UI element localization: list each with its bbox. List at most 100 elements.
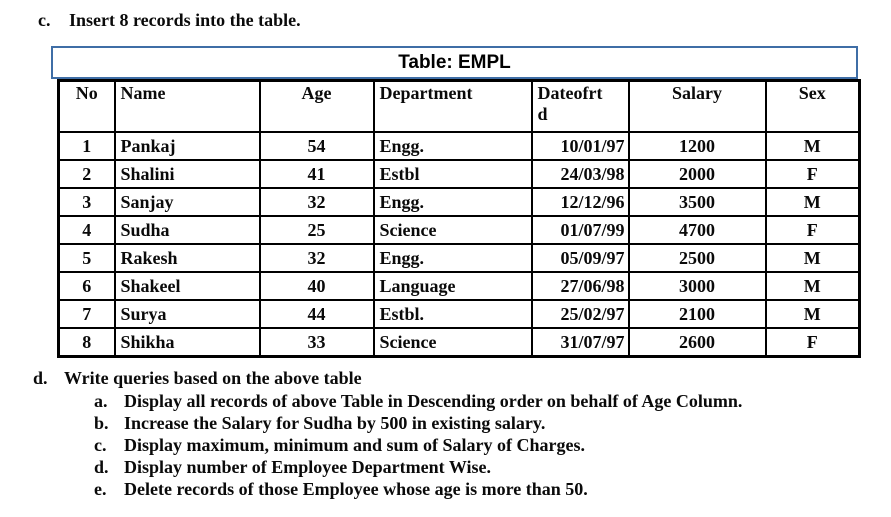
table-title: Table: EMPL	[398, 51, 511, 73]
query-item-e: e. Delete records of those Employee whose…	[94, 478, 742, 500]
cell-dateofrtd: 31/07/97	[530, 327, 630, 358]
query-item-c: c. Display maximum, minimum and sum of Sa…	[94, 434, 742, 456]
table-row: 3 Sanjay 32 Engg. 12/12/96 3500 M	[57, 187, 861, 217]
instruction-c-label: c.	[38, 10, 51, 30]
cell-department: Science	[372, 215, 533, 245]
empl-table: No Name Age Department Dateofrt d Salary …	[57, 79, 861, 358]
cell-dateofrtd: 10/01/97	[530, 131, 630, 161]
query-text: Increase the Salary for Sudha by 500 in …	[124, 413, 546, 433]
cell-name: Surya	[113, 299, 261, 329]
cell-department: Estbl	[372, 159, 533, 189]
col-header-dateofrtd-line1: Dateofrt	[537, 83, 603, 103]
table-row: 8 Shikha 33 Science 31/07/97 2600 F	[57, 327, 861, 358]
cell-name: Rakesh	[113, 243, 261, 273]
query-label: a.	[94, 391, 108, 411]
cell-sex: F	[764, 215, 861, 245]
cell-salary: 2100	[627, 299, 767, 329]
table-title-box: Table: EMPL	[51, 46, 858, 79]
cell-age: 32	[258, 243, 375, 273]
cell-salary: 4700	[627, 215, 767, 245]
cell-age: 54	[258, 131, 375, 161]
cell-no: 1	[57, 131, 116, 161]
cell-sex: M	[764, 131, 861, 161]
cell-age: 40	[258, 271, 375, 301]
cell-age: 25	[258, 215, 375, 245]
cell-department: Science	[372, 327, 533, 358]
cell-sex: F	[764, 327, 861, 358]
query-text: Display number of Employee Department Wi…	[124, 457, 491, 477]
cell-dateofrtd: 05/09/97	[530, 243, 630, 273]
query-label: e.	[94, 479, 107, 499]
cell-dateofrtd: 24/03/98	[530, 159, 630, 189]
query-item-d: d. Display number of Employee Department …	[94, 456, 742, 478]
cell-name: Pankaj	[113, 131, 261, 161]
table-row: 7 Surya 44 Estbl. 25/02/97 2100 M	[57, 299, 861, 329]
query-label: d.	[94, 457, 109, 477]
col-header-age: Age	[258, 79, 375, 133]
cell-no: 5	[57, 243, 116, 273]
instruction-line-c: c. Insert 8 records into the table.	[38, 10, 301, 31]
table-row: 4 Sudha 25 Science 01/07/99 4700 F	[57, 215, 861, 245]
cell-salary: 3500	[627, 187, 767, 217]
cell-department: Engg.	[372, 131, 533, 161]
instruction-c-text: Insert 8 records into the table.	[69, 10, 301, 30]
query-text: Display all records of above Table in De…	[124, 391, 743, 411]
cell-dateofrtd: 27/06/98	[530, 271, 630, 301]
cell-department: Engg.	[372, 187, 533, 217]
cell-name: Shalini	[113, 159, 261, 189]
cell-sex: M	[764, 187, 861, 217]
cell-salary: 2000	[627, 159, 767, 189]
cell-salary: 1200	[627, 131, 767, 161]
cell-age: 44	[258, 299, 375, 329]
col-header-sex: Sex	[764, 79, 861, 133]
cell-dateofrtd: 25/02/97	[530, 299, 630, 329]
cell-age: 41	[258, 159, 375, 189]
query-item-a: a. Display all records of above Table in …	[94, 390, 742, 412]
query-text: Delete records of those Employee whose a…	[124, 479, 588, 499]
query-text: Display maximum, minimum and sum of Sala…	[124, 435, 586, 455]
table-row: 6 Shakeel 40 Language 27/06/98 3000 M	[57, 271, 861, 301]
cell-no: 4	[57, 215, 116, 245]
cell-dateofrtd: 01/07/99	[530, 215, 630, 245]
cell-sex: F	[764, 159, 861, 189]
cell-department: Language	[372, 271, 533, 301]
cell-name: Sudha	[113, 215, 261, 245]
cell-dateofrtd: 12/12/96	[530, 187, 630, 217]
table-row: 5 Rakesh 32 Engg. 05/09/97 2500 M	[57, 243, 861, 273]
cell-no: 3	[57, 187, 116, 217]
instruction-line-d: d. Write queries based on the above table	[33, 368, 362, 389]
cell-no: 6	[57, 271, 116, 301]
cell-department: Engg.	[372, 243, 533, 273]
cell-no: 7	[57, 299, 116, 329]
cell-salary: 2600	[627, 327, 767, 358]
cell-salary: 3000	[627, 271, 767, 301]
cell-age: 32	[258, 187, 375, 217]
cell-age: 33	[258, 327, 375, 358]
col-header-salary: Salary	[627, 79, 767, 133]
col-header-dateofrtd: Dateofrt d	[530, 79, 630, 133]
table-row: 2 Shalini 41 Estbl 24/03/98 2000 F	[57, 159, 861, 189]
col-header-name: Name	[113, 79, 261, 133]
col-header-dateofrtd-line2: d	[537, 104, 548, 124]
query-label: b.	[94, 413, 109, 433]
instruction-d-label: d.	[33, 368, 48, 388]
query-list: a. Display all records of above Table in …	[94, 390, 742, 500]
cell-salary: 2500	[627, 243, 767, 273]
cell-no: 8	[57, 327, 116, 358]
col-header-department: Department	[372, 79, 533, 133]
cell-name: Shakeel	[113, 271, 261, 301]
col-header-no: No	[57, 79, 116, 133]
cell-department: Estbl.	[372, 299, 533, 329]
cell-name: Shikha	[113, 327, 261, 358]
table-header-row: No Name Age Department Dateofrt d Salary …	[57, 79, 861, 133]
query-label: c.	[94, 435, 107, 455]
instruction-d-text: Write queries based on the above table	[64, 368, 362, 388]
cell-no: 2	[57, 159, 116, 189]
table-row: 1 Pankaj 54 Engg. 10/01/97 1200 M	[57, 131, 861, 161]
cell-sex: M	[764, 271, 861, 301]
cell-sex: M	[764, 299, 861, 329]
cell-sex: M	[764, 243, 861, 273]
query-item-b: b. Increase the Salary for Sudha by 500 i…	[94, 412, 742, 434]
cell-name: Sanjay	[113, 187, 261, 217]
